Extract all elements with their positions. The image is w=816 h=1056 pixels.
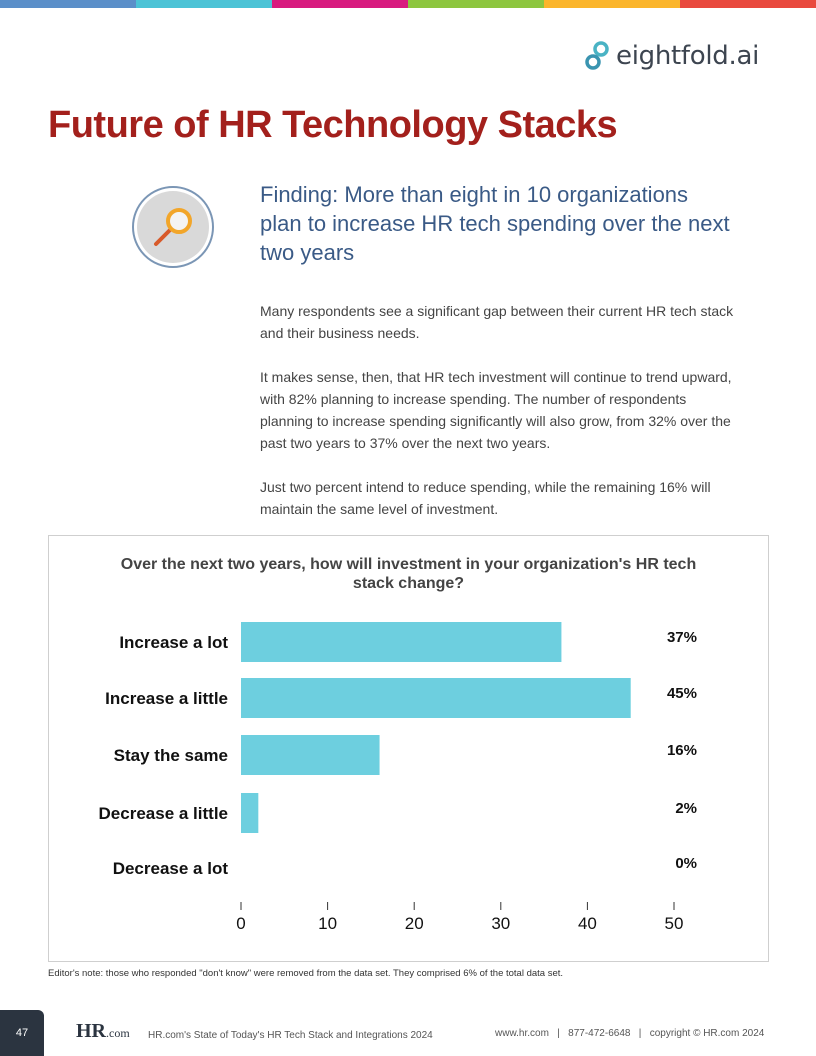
report-title: HR.com's State of Today's HR Tech Stack … [148,1030,433,1041]
chart-title: Over the next two years, how will invest… [48,555,769,593]
chart-title-text: Over the next two years, how will invest… [120,556,697,592]
logo-text: eightfold.ai [616,41,760,71]
footer: 47 HR.com HR.com's State of Today's HR T… [0,1010,816,1056]
color-segment [408,0,544,8]
eightfold-logo: eightfold.ai [584,40,759,72]
body-text: Many respondents see a significant gap b… [260,300,740,542]
contact-info: www.hr.com | 877-472-6648 | copyright © … [495,1028,765,1039]
paragraph: Just two percent intend to reduce spendi… [260,479,711,517]
color-segment [136,0,272,8]
page-title: Future of HR Technology Stacks [48,104,618,146]
color-segment [272,0,408,8]
paragraph: It makes sense, then, that HR tech inves… [260,369,732,451]
color-segment [0,0,136,8]
chart-frame [48,535,769,962]
color-bar [0,0,816,8]
magnifier-badge [132,186,214,268]
hr-com-logo: HR.com [76,1020,130,1042]
page-number: 47 [0,1010,44,1056]
color-segment [680,0,816,8]
magnifying-glass-icon [154,208,192,246]
finding-heading: Finding: More than eight in 10 organizat… [260,182,730,265]
paragraph: Many respondents see a significant gap b… [260,303,734,341]
color-segment [544,0,680,8]
editor-note: Editor's note: those who responded "don'… [48,968,564,979]
eightfold-infinity-icon [585,41,609,70]
